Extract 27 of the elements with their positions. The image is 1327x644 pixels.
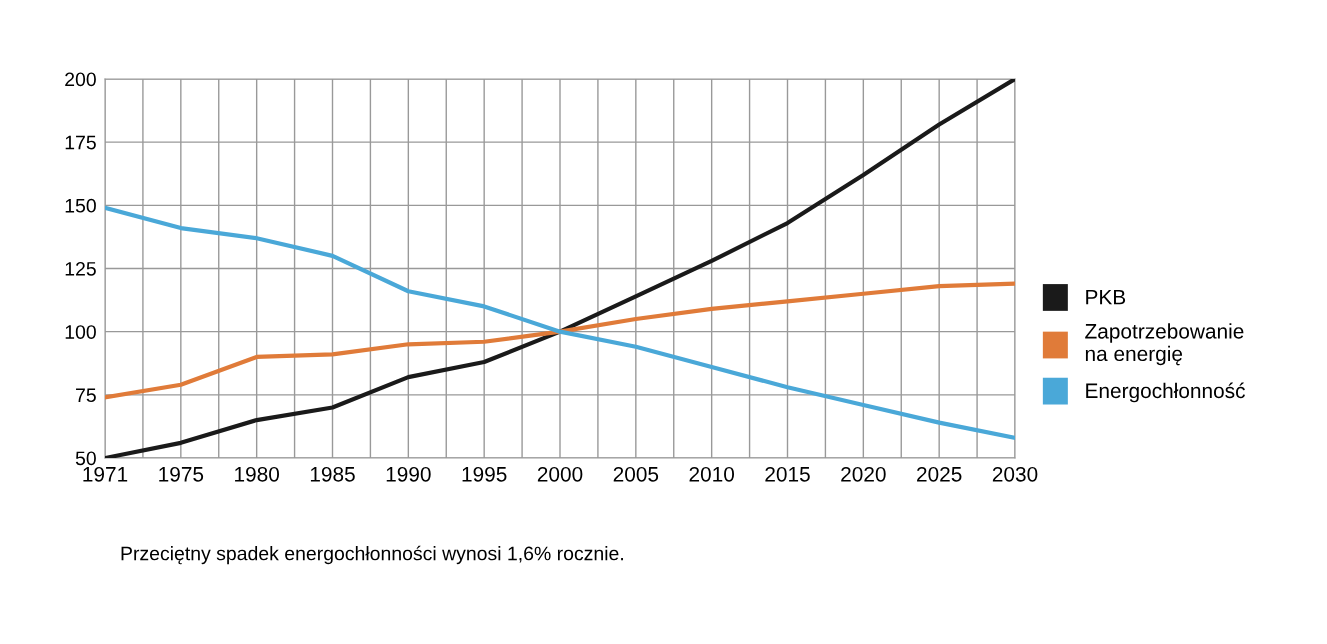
y-tick-label: 125 [65, 261, 96, 276]
x-tick-label: 2010 [689, 466, 735, 482]
x-tick-label: 1971 [83, 466, 128, 482]
text: Przeciętny spadek energochłonności wynosi 1,6% rocznie. [121, 545, 623, 565]
x-tick-label: 2015 [765, 466, 810, 482]
y-tick-label: 50 [75, 451, 96, 466]
y-tick-label: 200 [65, 72, 96, 87]
x-tick-label: 1995 [462, 466, 507, 482]
x-tick-label: 2020 [841, 466, 886, 482]
line-series [105, 79, 1015, 458]
x-tick-label: 2000 [537, 466, 583, 482]
x-tick-label: 1975 [159, 466, 204, 482]
y-tick-label: 150 [65, 198, 96, 213]
x-tick-label: 2025 [917, 466, 962, 482]
x-tick-label: 1990 [386, 466, 431, 482]
x-tick-label: 2005 [613, 466, 659, 482]
x-tick-label: 1985 [310, 466, 355, 482]
x-tick-label: 1980 [235, 466, 280, 482]
legend-label: PKB [1086, 289, 1126, 305]
legend-label: Zapotrzebowanie na energię [1085, 323, 1244, 366]
line-series [105, 205, 1015, 440]
y-tick-label: 175 [65, 135, 96, 150]
y-tick-label: 75 [76, 388, 96, 403]
x-tick-label: 2030 [992, 466, 1038, 482]
y-tick-label: 100 [65, 325, 96, 339]
line-series [105, 281, 1015, 400]
legend-label: Energochłonność [1086, 382, 1245, 403]
